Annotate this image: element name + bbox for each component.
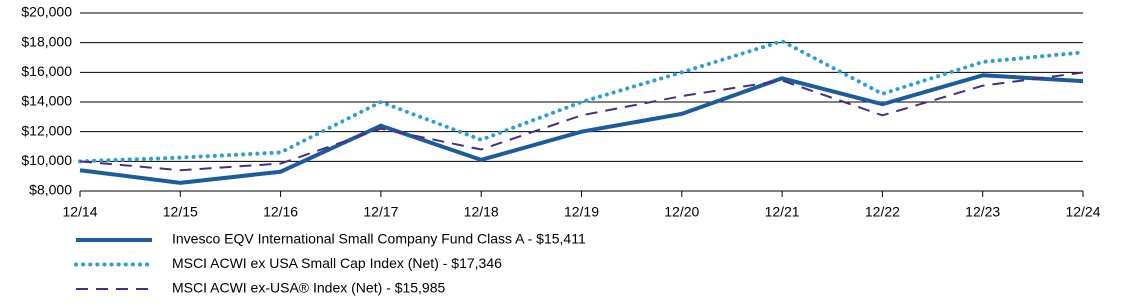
y-tick-label: $16,000 bbox=[21, 63, 72, 79]
x-tick-label: 12/20 bbox=[664, 204, 699, 220]
x-tick-label: 12/15 bbox=[163, 204, 198, 220]
x-tick-label: 12/23 bbox=[965, 204, 1000, 220]
x-tick-label: 12/18 bbox=[464, 204, 499, 220]
series-line bbox=[79, 73, 1084, 185]
legend-label: MSCI ACWI ex USA Small Cap Index (Net) -… bbox=[172, 255, 502, 271]
series-line bbox=[79, 71, 1084, 172]
y-tick-label: $20,000 bbox=[21, 4, 72, 20]
y-tick-label: $12,000 bbox=[21, 122, 72, 138]
y-tick-label: $18,000 bbox=[21, 33, 72, 49]
x-tick-label: 12/14 bbox=[62, 204, 97, 220]
y-tick-label: $14,000 bbox=[21, 93, 72, 109]
legend-label: Invesco EQV International Small Company … bbox=[172, 231, 586, 247]
x-tick-label: 12/17 bbox=[363, 204, 398, 220]
y-tick-label: $10,000 bbox=[21, 152, 72, 168]
y-tick-label: $8,000 bbox=[29, 182, 72, 198]
x-tick-label: 12/19 bbox=[564, 204, 599, 220]
x-tick-label: 12/22 bbox=[865, 204, 900, 220]
x-tick-label: 12/21 bbox=[765, 204, 800, 220]
series-line bbox=[78, 39, 1085, 164]
x-tick-label: 12/16 bbox=[263, 204, 298, 220]
legend-label: MSCI ACWI ex-USA® Index (Net) - $15,985 bbox=[172, 280, 446, 296]
x-tick-label: 12/24 bbox=[1065, 204, 1100, 220]
